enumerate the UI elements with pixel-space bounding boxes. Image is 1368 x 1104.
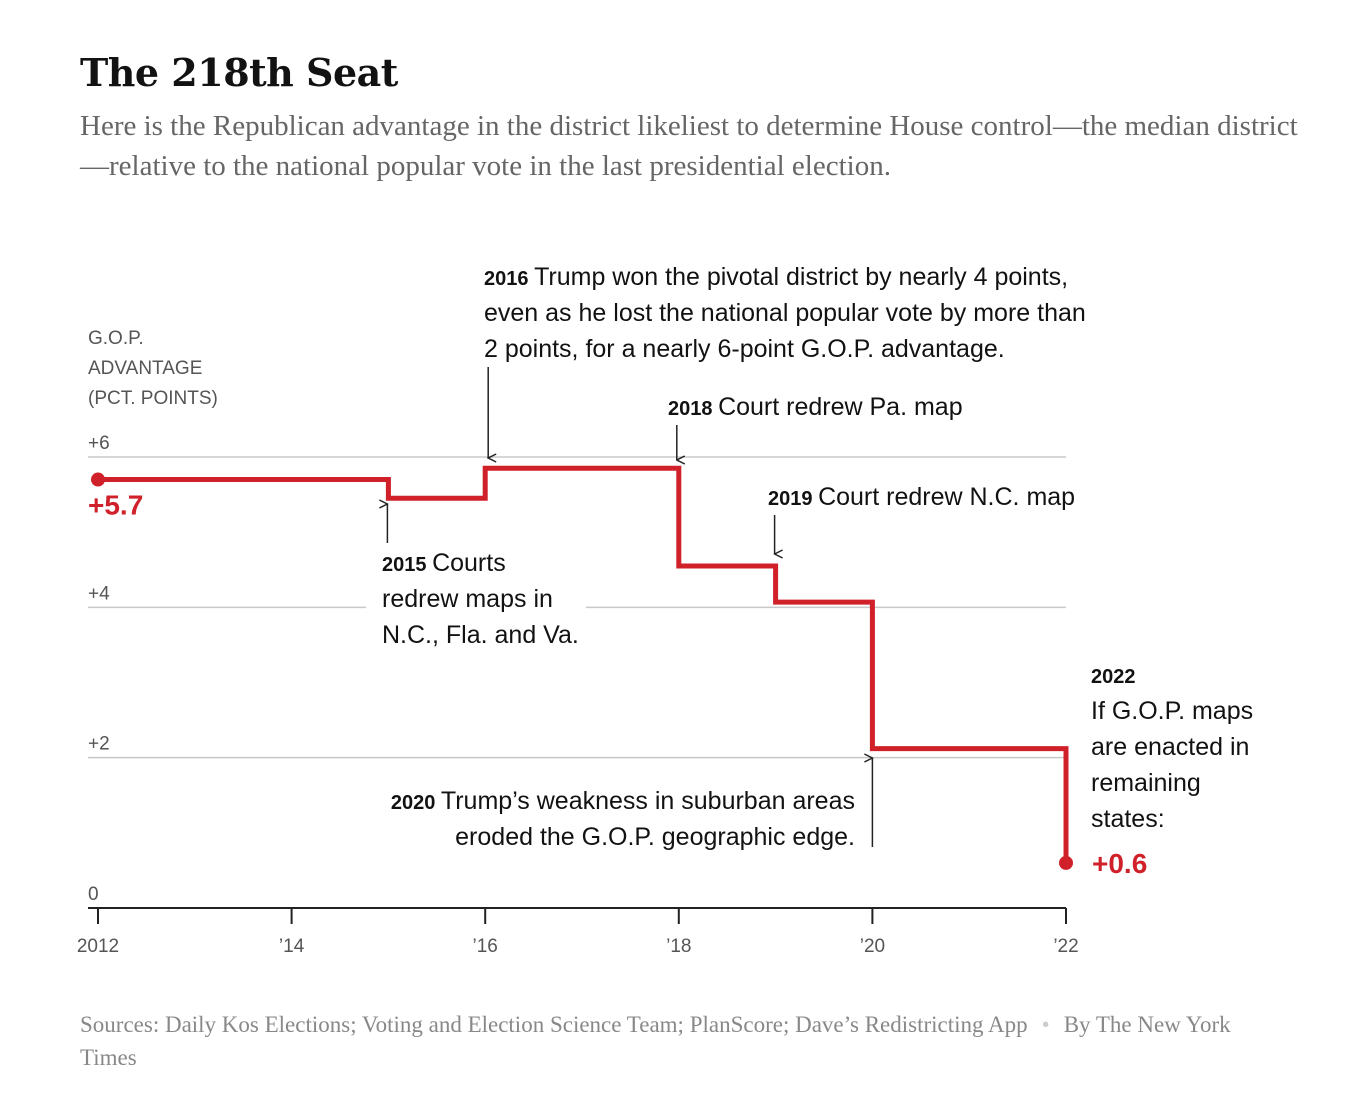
start-point [91,472,105,487]
annotation-2022-line: If G.O.P. maps [1091,697,1253,725]
annotation-2020-line: 2020 Trump’s weakness in suburban areas [391,787,855,815]
annotation-2016-line: even as he lost the national popular vot… [484,299,1086,327]
annotation-2022-year: 2022 [1091,666,1136,688]
annotation-2015-line: 2015 Courts [382,549,506,577]
annotation-2018-year: 2018 [668,398,718,420]
series-line [98,465,1069,863]
y-axis-title-line: G.O.P. [88,328,144,349]
annotation-2022-line: are enacted in [1091,733,1249,761]
chart-title: The 218th Seat [80,50,398,95]
annotation-2016-year: 2016 [484,268,534,290]
annotation-2019-year: 2019 [768,488,818,510]
annotation-2016-line: 2 points, for a nearly 6-point G.O.P. ad… [484,335,1005,363]
y-tick-label: +2 [88,734,110,755]
start-value-label: +5.7 [88,490,143,521]
annotation-2019-text: Court redrew N.C. map [818,483,1075,511]
chart-footer: Sources: Daily Kos Elections; Voting and… [80,1008,1280,1074]
y-tick-label: +6 [88,433,110,454]
x-tick-label: ’16 [473,936,498,957]
y-tick-label: 0 [88,884,99,905]
y-tick-label: +4 [88,583,110,604]
y-axis-title-line: ADVANTAGE [88,358,202,379]
chart-subtitle: Here is the Republican advantage in the … [80,110,1298,182]
x-tick-label: 2012 [77,936,119,957]
annotation-2020-line: eroded the G.O.P. geographic edge. [455,823,855,851]
separator-dot: • [1041,1012,1050,1037]
annotation-2015-line: N.C., Fla. and Va. [382,621,579,649]
x-tick-label: ’22 [1053,936,1078,957]
annotation-2016-line: 2016 Trump won the pivotal district by n… [484,263,1068,291]
annotation-2022-line: states: [1091,805,1165,833]
byline-text: By The New York Times [80,1012,1231,1070]
x-tick-label: ’20 [860,936,885,957]
annotation-2019-line: 2019 Court redrew N.C. map [768,483,1075,511]
annotation-2022-line: remaining [1091,769,1201,797]
y-axis-title-line: (PCT. POINTS) [88,388,218,409]
annotation-2020-year: 2020 [391,792,441,814]
annotation-2015-line: redrew maps in [382,585,553,613]
sources-text: Sources: Daily Kos Elections; Voting and… [80,1012,1028,1037]
x-tick-label: ’18 [666,936,691,957]
annotation-2018-text: Court redrew Pa. map [718,393,963,421]
annotation-2015-year: 2015 [382,554,432,576]
annotation-2015-text: Courts [432,549,506,577]
annotation-2018-line: 2018 Court redrew Pa. map [668,393,963,421]
x-tick-label: ’14 [279,936,305,957]
end-value-label: +0.6 [1092,848,1147,879]
end-point [1059,855,1073,870]
annotation-2020-text: Trump’s weakness in suburban areas [441,787,855,815]
annotation-2016-text: Trump won the pivotal district by nearly… [534,263,1068,291]
step-chart: +6 +4 +2 0 G.O.P. ADVANTAGE (PCT. POINTS) 2012 ’… [77,263,1253,957]
